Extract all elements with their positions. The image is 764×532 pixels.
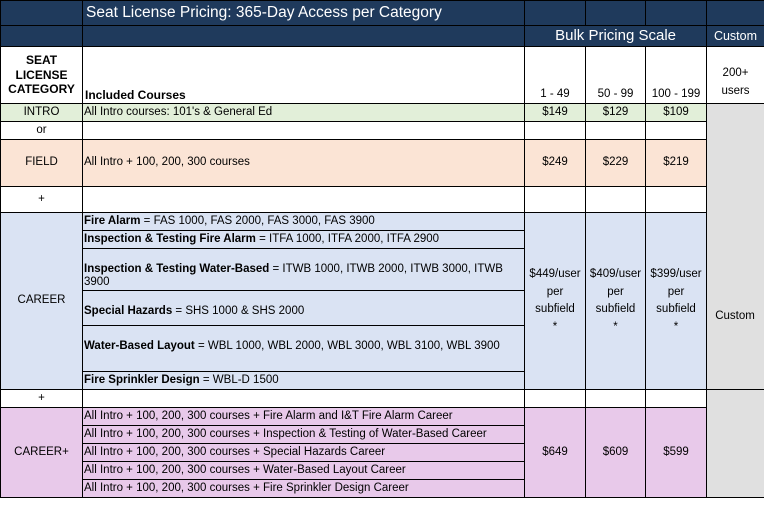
career-plus-courses: All Intro + 100, 200, 300 courses + Insp…	[82, 425, 525, 445]
courses-header: Included Courses	[82, 46, 525, 104]
separator-cell	[585, 121, 646, 140]
intro-price-1: $149	[524, 103, 586, 122]
custom-column-lower	[706, 389, 764, 499]
intro-price-3: $109	[645, 103, 707, 122]
tier-header-2: 50 - 99	[585, 46, 646, 104]
field-price-2: $229	[585, 139, 646, 187]
career-plus-courses: All Intro + 100, 200, 300 courses + Fire…	[82, 407, 525, 427]
custom-tier-line: users	[721, 85, 750, 97]
career-price-amount: $449/user	[529, 268, 581, 281]
subfield-name: Fire Sprinkler Design	[84, 373, 200, 386]
career-price-amount: $409/user	[589, 268, 642, 281]
subfield-courses: = WBL 1000, WBL 2000, WBL 3000, WBL 3100…	[194, 339, 500, 352]
header-blank-cell	[706, 0, 764, 26]
separator-cell	[524, 186, 586, 213]
career-subfield-shs: Special Hazards = SHS 1000 & SHS 2000	[82, 304, 525, 327]
separator-cell	[645, 186, 707, 213]
career-price-2: $409/user per subfield *	[585, 211, 646, 391]
career-subfield-itwb: Inspection & Testing Water-Based = ITWB …	[82, 262, 525, 292]
career-plus-courses: All Intro + 100, 200, 300 courses + Wate…	[82, 461, 525, 481]
career-plus-courses: All Intro + 100, 200, 300 courses + Spec…	[82, 443, 525, 463]
custom-column-upper	[706, 102, 764, 391]
subfield-courses: = ITFA 1000, ITFA 2000, ITFA 2900	[255, 232, 440, 245]
subfield-name: Special Hazards	[84, 304, 173, 317]
career-subfield-wbl: Water-Based Layout = WBL 1000, WBL 2000,…	[82, 339, 525, 373]
or-separator: or	[0, 121, 83, 140]
tier-header-3: 100 - 199	[645, 46, 707, 104]
field-price-3: $219	[645, 139, 707, 187]
separator-cell	[524, 121, 586, 140]
header-blank-cell	[82, 25, 525, 47]
career-subfield-fire-alarm: Fire Alarm = FAS 1000, FAS 2000, FAS 300…	[82, 212, 525, 231]
separator-cell	[645, 121, 707, 140]
category-header-line: SEAT	[25, 53, 58, 68]
subfield-name: Water-Based Layout	[84, 339, 195, 352]
header-blank-cell	[0, 25, 83, 47]
subfield-courses: = ITWB 1000, ITWB 2000, ITWB 3000, ITWB …	[84, 262, 503, 289]
career-category: CAREER	[0, 211, 83, 391]
career-price-unit: subfield	[535, 303, 575, 316]
category-header-line: LICENSE	[15, 67, 68, 82]
career-price-3: $399/user per subfield *	[645, 211, 707, 391]
career-price-note: *	[673, 320, 679, 333]
field-price-1: $249	[524, 139, 586, 187]
spacer-cell	[82, 290, 525, 305]
subfield-courses: = WBL-D 1500	[199, 373, 279, 386]
career-price-per: per	[667, 285, 685, 298]
field-courses: All Intro + 100, 200, 300 courses	[82, 139, 525, 187]
intro-category: INTRO	[0, 103, 83, 122]
pricing-table: Seat License Pricing: 365-Day Access per…	[0, 0, 764, 499]
career-plus-courses: All Intro + 100, 200, 300 courses + Fire…	[82, 479, 525, 499]
separator-cell	[645, 389, 707, 409]
header-blank-cell	[524, 0, 586, 26]
separator-cell	[82, 121, 525, 140]
career-subfield-itfa: Inspection & Testing Fire Alarm = ITFA 1…	[82, 230, 525, 249]
custom-pricing-label: Custom	[715, 310, 755, 322]
career-subfield-fsd: Fire Sprinkler Design = WBL-D 1500	[82, 371, 525, 391]
custom-label: Custom	[706, 25, 764, 47]
separator-cell	[585, 186, 646, 213]
subfield-courses: = SHS 1000 & SHS 2000	[172, 304, 305, 317]
separator-cell	[82, 186, 525, 213]
subfield-courses: = FAS 1000, FAS 2000, FAS 3000, FAS 3900	[140, 214, 375, 227]
category-header-line: CATEGORY	[8, 82, 75, 97]
page-title: Seat License Pricing: 365-Day Access per…	[82, 0, 525, 26]
career-price-per: per	[546, 285, 564, 298]
header-blank-cell	[645, 0, 707, 26]
separator-cell	[585, 389, 646, 409]
bulk-pricing-label: Bulk Pricing Scale	[524, 25, 707, 47]
career-plus-price-1: $649	[524, 407, 586, 499]
custom-tier-line: 200+	[722, 67, 749, 79]
career-plus-price-2: $609	[585, 407, 646, 499]
plus-separator: +	[0, 389, 83, 409]
career-price-note: *	[552, 320, 558, 333]
intro-price-2: $129	[585, 103, 646, 122]
intro-courses: All Intro courses: 101's & General Ed	[82, 103, 525, 122]
career-price-unit: subfield	[595, 303, 636, 316]
subfield-name: Inspection & Testing Water-Based	[84, 262, 270, 275]
header-corner-cell	[0, 0, 83, 26]
spacer-cell	[82, 325, 525, 340]
separator-cell	[524, 389, 586, 409]
plus-separator: +	[0, 186, 83, 213]
category-header: SEAT LICENSE CATEGORY	[0, 46, 83, 104]
separator-cell	[82, 389, 525, 409]
header-blank-cell	[585, 0, 646, 26]
career-price-amount: $399/user	[650, 268, 702, 281]
subfield-name: Inspection & Testing Fire Alarm	[84, 232, 256, 245]
career-plus-price-3: $599	[645, 407, 707, 499]
tier-header-1: 1 - 49	[524, 46, 586, 104]
career-price-per: per	[607, 285, 624, 298]
career-price-note: *	[613, 320, 618, 333]
career-price-unit: subfield	[656, 303, 696, 316]
custom-tier-header: 200+ users	[706, 46, 764, 104]
career-price-1: $449/user per subfield *	[524, 211, 586, 391]
spacer-cell	[82, 248, 525, 263]
field-category: FIELD	[0, 139, 83, 187]
subfield-name: Fire Alarm	[84, 214, 141, 227]
career-plus-category: CAREER+	[0, 407, 83, 499]
